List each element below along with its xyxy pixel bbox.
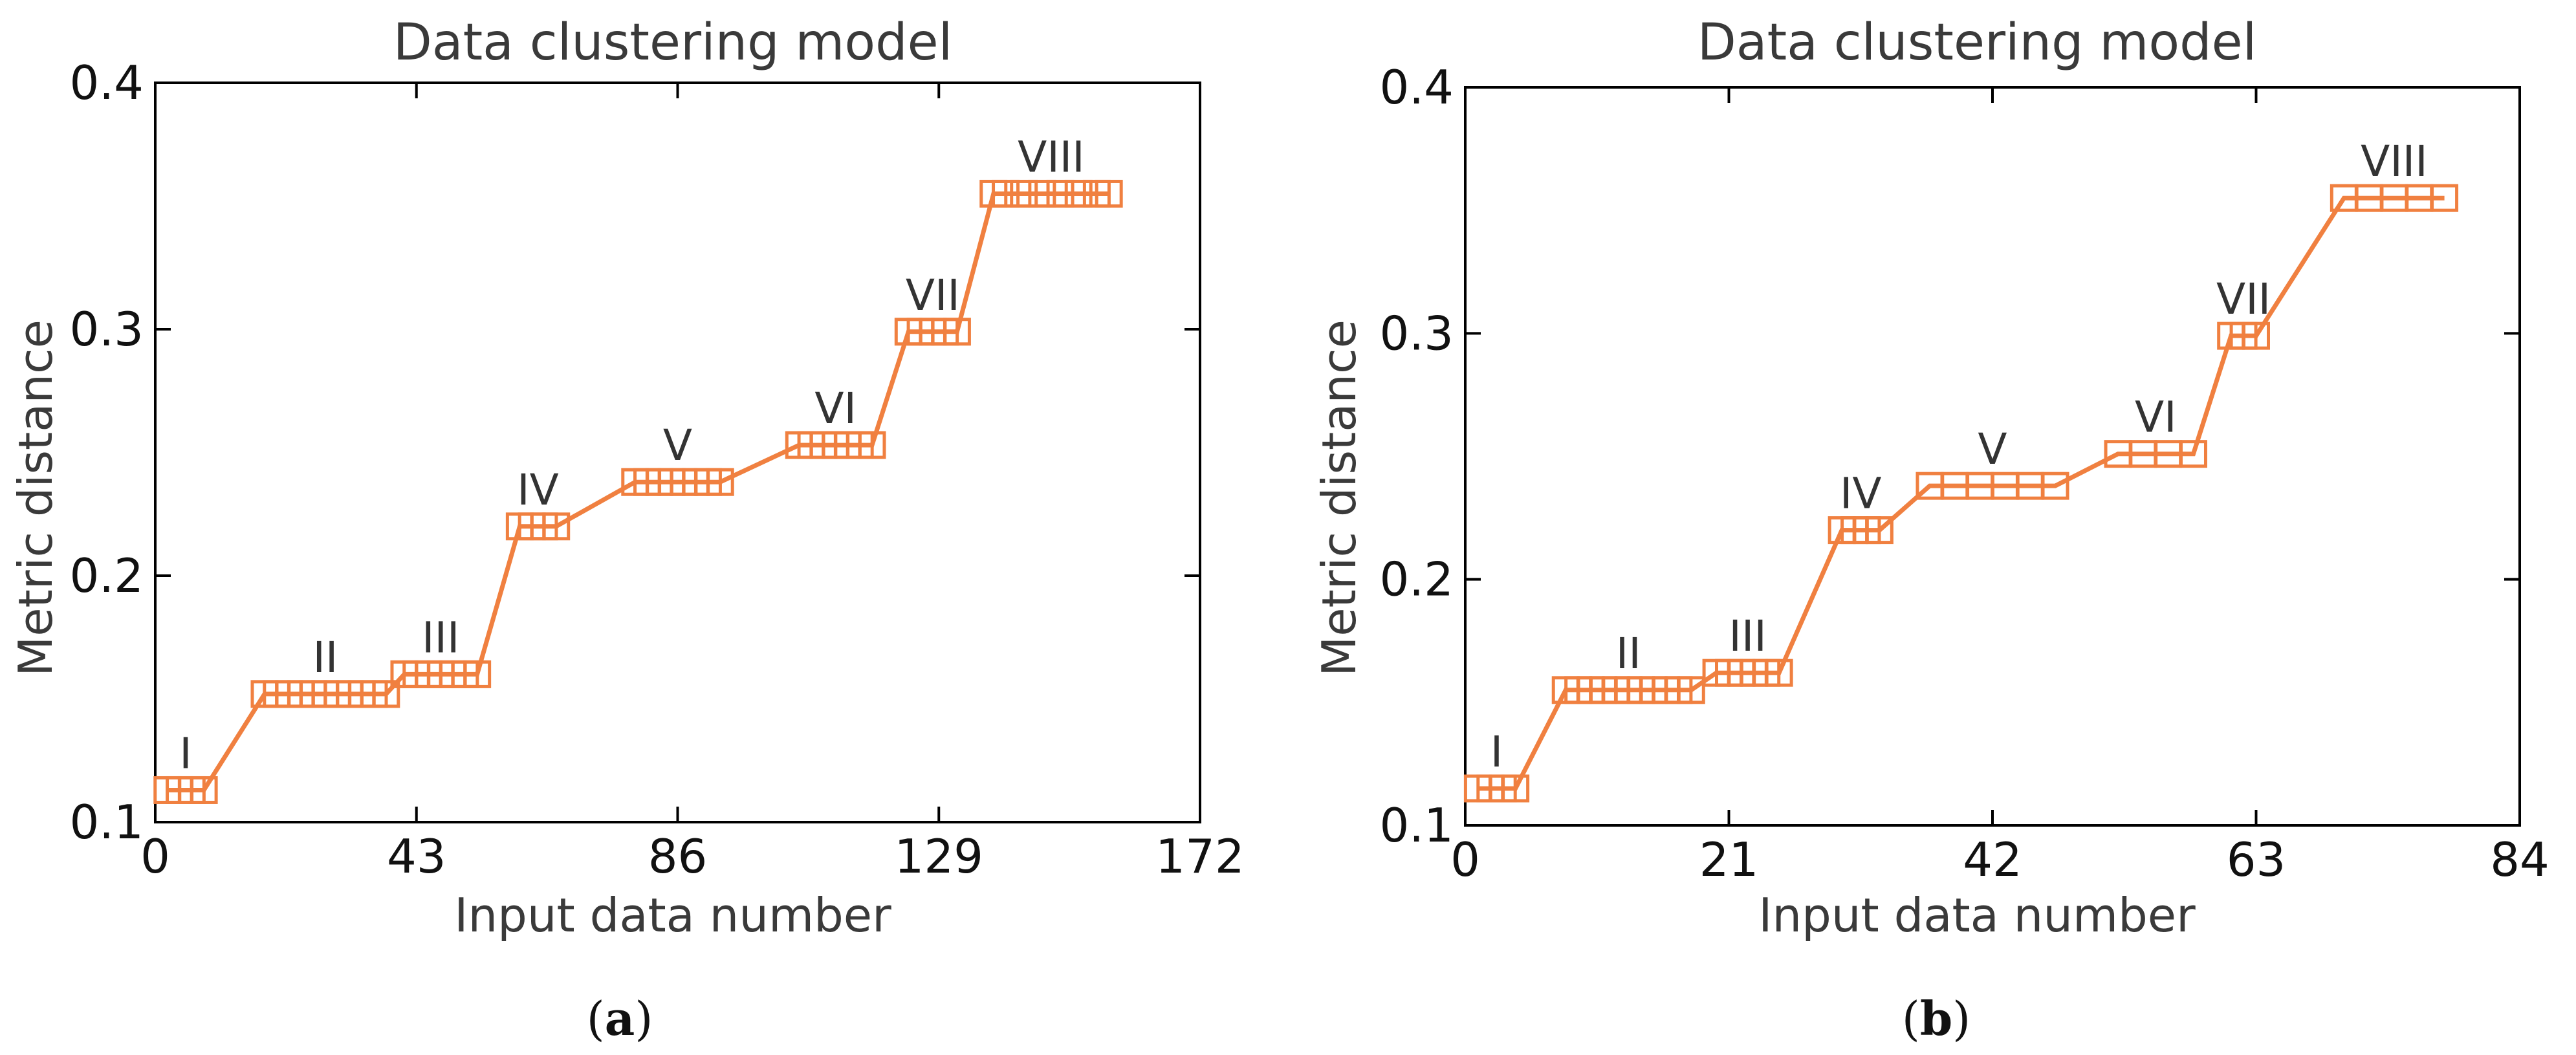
cluster-label: I <box>1490 727 1503 777</box>
data-point-marker <box>1028 179 1056 208</box>
data-point-marker <box>372 680 400 708</box>
data-point-marker <box>1010 179 1038 208</box>
x-axis-label: Input data number <box>1758 888 2196 942</box>
data-point-marker <box>2041 472 2069 500</box>
chart-panel-b: Data clustering model Metric distance In… <box>1312 14 2549 942</box>
y-tick-label: 0.2 <box>1379 552 1454 607</box>
x-tick-label: 0 <box>1450 832 1480 887</box>
cluster-label: IV <box>517 465 559 515</box>
x-tick-label: 172 <box>1155 829 1244 884</box>
x-tick-label: 63 <box>2227 832 2286 887</box>
cluster-label: II <box>1616 629 1641 679</box>
cluster-label: VI <box>2135 393 2177 442</box>
cluster-label: III <box>422 613 459 662</box>
data-point-marker <box>1677 676 1705 704</box>
cluster-label: VI <box>814 384 857 433</box>
data-point-marker <box>1765 658 1793 687</box>
data-point-marker <box>2430 184 2459 212</box>
axis-ticks: 0 43 86 129 172 0.1 0.2 0.3 0.4 <box>69 56 1244 884</box>
chart-title: Data clustering model <box>393 14 953 72</box>
x-tick-label: 42 <box>1963 832 2022 887</box>
cluster-label: VIII <box>2361 136 2428 186</box>
y-axis-label: Metric distance <box>1312 320 1366 677</box>
data-point-marker <box>542 512 571 541</box>
y-tick-label: 0.4 <box>1379 60 1454 114</box>
data-point-marker <box>1865 516 1894 545</box>
x-tick-label: 43 <box>387 829 446 884</box>
caption-b: (b) <box>1902 991 1971 1046</box>
caption-letter: a <box>605 991 635 1046</box>
caption-open: ( <box>587 992 605 1046</box>
data-point-marker <box>943 318 971 346</box>
y-tick-label: 0.1 <box>69 795 144 849</box>
series-line <box>1478 195 2445 791</box>
data-point-marker <box>858 431 886 459</box>
cluster-label: I <box>179 728 191 778</box>
x-tick-label: 0 <box>140 829 170 884</box>
data-point-marker <box>1046 179 1075 208</box>
data-point-marker <box>1064 179 1093 208</box>
y-axis-label: Metric distance <box>8 320 63 677</box>
data-point-marker <box>2179 440 2207 468</box>
y-tick-label: 0.3 <box>69 302 144 356</box>
y-tick-label: 0.3 <box>1379 306 1454 360</box>
cluster-label: II <box>312 633 338 682</box>
data-series <box>153 179 1123 804</box>
y-tick-label: 0.2 <box>69 549 144 603</box>
chart-panel-a: Data clustering model Metric distance In… <box>8 14 1245 942</box>
cluster-label: VIII <box>1018 132 1085 182</box>
chart-title: Data clustering model <box>1697 14 2257 72</box>
caption-close: ) <box>635 992 653 1046</box>
caption-a: (a) <box>587 991 653 1046</box>
data-point-marker <box>463 660 492 688</box>
x-tick-label: 129 <box>895 829 983 884</box>
x-axis-label: Input data number <box>454 888 891 942</box>
cluster-label: IV <box>1840 469 1882 519</box>
data-point-marker <box>992 179 1020 208</box>
data-point-marker <box>2242 321 2270 350</box>
data-series <box>1463 184 2459 803</box>
y-tick-label: 0.1 <box>1379 798 1454 853</box>
data-point-marker <box>190 776 218 804</box>
cluster-label: III <box>1729 611 1766 661</box>
x-tick-label: 84 <box>2490 832 2549 887</box>
data-point-marker <box>1501 774 1530 803</box>
data-point-marker <box>706 468 734 496</box>
caption-letter: b <box>1920 991 1952 1046</box>
axis-ticks: 0 21 42 63 84 0.1 0.2 0.3 0.4 <box>1379 60 2549 887</box>
cluster-label: VII <box>906 270 960 320</box>
caption-close: ) <box>1952 992 1970 1046</box>
cluster-label: V <box>663 420 692 470</box>
x-tick-label: 21 <box>1699 832 1759 887</box>
cluster-label: VII <box>2216 274 2271 324</box>
series-line <box>167 191 1109 792</box>
x-tick-label: 86 <box>648 829 708 884</box>
cluster-label: V <box>1978 424 2007 474</box>
data-point-marker <box>1095 179 1123 208</box>
y-tick-label: 0.4 <box>69 56 144 110</box>
caption-open: ( <box>1902 992 1920 1046</box>
